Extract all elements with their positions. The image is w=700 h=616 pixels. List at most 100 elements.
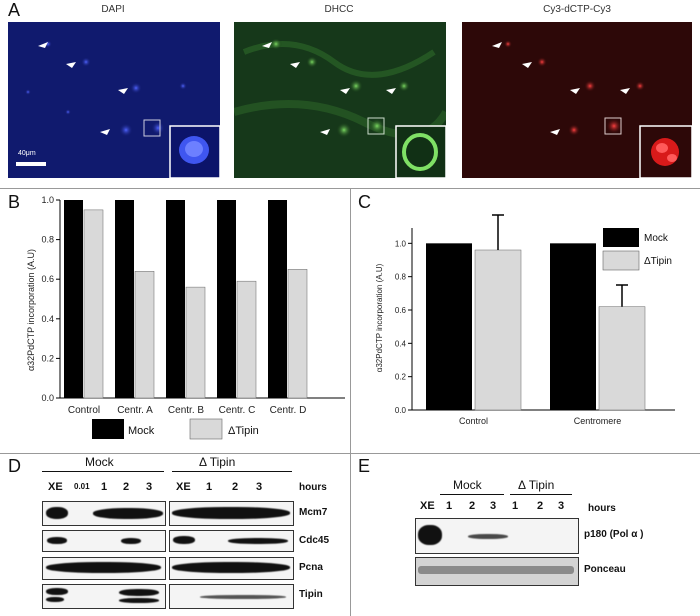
blot-cdc45-mock	[42, 530, 166, 552]
panel-c-ytick-label: 0.6	[395, 306, 407, 315]
panel-b-ytick-label: 0.8	[41, 235, 54, 245]
panel-c-bar-tipin	[474, 249, 522, 411]
arrowhead-icon	[550, 129, 560, 135]
lane-1: 1	[446, 500, 453, 512]
panel-b-bar-mock	[217, 200, 236, 398]
blot-pcna-mock	[42, 557, 166, 580]
panel-b-bar-tipin	[287, 269, 308, 399]
panel-c-bar-mock	[550, 243, 596, 410]
mock-group-line	[42, 471, 164, 472]
legend-tipin-label: ΔTipin	[644, 256, 672, 267]
panel-b-bar-tipin	[134, 271, 155, 399]
panel-d-mock-group: Mock	[85, 455, 114, 469]
panel-c-bar-tipin	[598, 306, 646, 411]
scale-bar-label: 40μm	[18, 150, 36, 157]
arrowhead-icon	[522, 62, 532, 68]
lane-2: 2	[469, 500, 476, 512]
panel-b-chart: α32PdCTP incorporation (A.U) 0.0 0.2 0.4 0.…	[26, 195, 345, 440]
blot-mcm7-mock	[42, 501, 166, 526]
cy3-title: Cy3-dCTP-Cy3	[543, 4, 611, 15]
hours-label: hours	[299, 482, 327, 493]
panel-b-category-label: Centr. A	[117, 405, 153, 416]
lane-3: 3	[490, 500, 497, 512]
blot-ponceau	[415, 557, 579, 586]
lane-0-01: 0.01	[74, 482, 90, 491]
row-tipin: Tipin	[299, 589, 323, 600]
panel-c-ytick-label: 0.0	[395, 406, 407, 415]
legend-mock-swatch	[603, 228, 639, 247]
hours-label: hours	[588, 503, 616, 514]
panel-e-tipin-group: Δ Tipin	[518, 478, 555, 492]
panel-b-bar-mock	[166, 200, 185, 398]
tipin-group-line	[510, 494, 572, 495]
arrowhead-icon	[340, 88, 350, 94]
lane-1-tipin: 1	[206, 481, 213, 493]
legend-mock-label: Mock	[644, 233, 669, 244]
arrowhead-icon	[38, 42, 48, 48]
panel-d-label: D	[8, 456, 21, 476]
mock-group-line	[440, 494, 504, 495]
row-ponceau: Ponceau	[584, 564, 626, 575]
dapi-micrograph: 40μm	[8, 22, 220, 178]
arrowhead-icon	[118, 88, 128, 94]
lane-xe-tipin: XE	[176, 481, 191, 493]
panel-b-ytick-label: 0.0	[41, 393, 54, 403]
blot-mcm7-tipin	[169, 501, 294, 526]
panel-c-ylabel: α32PdCTP incorporation (A.U)	[375, 263, 384, 372]
row-pcna: Pcna	[299, 562, 323, 573]
row-p180: p180 (Pol α )	[584, 529, 644, 540]
panel-c-ytick-label: 0.4	[395, 339, 407, 348]
panel-b-bar-tipin	[236, 280, 257, 399]
lane-3-tipin: 3	[558, 500, 565, 512]
arrowhead-icon	[620, 88, 630, 94]
panel-b-bar-tipin	[185, 286, 206, 399]
arrowhead-icon	[66, 62, 76, 68]
panel-b-category-label: Centr. C	[219, 405, 256, 416]
dhcc-micrograph	[234, 22, 446, 178]
arrowhead-icon	[100, 129, 110, 135]
panel-b-bar-mock	[64, 200, 83, 398]
panel-d-tipin-group: Δ Tipin	[199, 455, 236, 469]
panel-b-ytick-label: 1.0	[41, 195, 54, 205]
panel-e-label: E	[358, 456, 371, 476]
divider-de	[350, 453, 351, 616]
arrowhead-icon	[386, 88, 396, 94]
panel-b-category-label: Centr. B	[168, 405, 204, 416]
blot-pcna-tipin	[169, 557, 294, 580]
row-mcm7: Mcm7	[299, 507, 328, 518]
panel-c-category-label: Control	[459, 416, 488, 426]
blot-tipin-tipin	[169, 584, 294, 609]
lane-2-tipin: 2	[232, 481, 239, 493]
panel-b-category-label: Control	[68, 405, 100, 416]
panel-c-chart: α32PdCTP incorporation (A.U) 0.0 0.2 0.4 0.…	[375, 214, 675, 426]
lane-3: 3	[146, 481, 153, 493]
arrowhead-icon	[290, 62, 300, 68]
row-cdc45: Cdc45	[299, 535, 330, 546]
panel-c-ytick-label: 0.2	[395, 373, 407, 382]
legend-tipin-swatch	[602, 250, 640, 271]
lane-xe: XE	[420, 500, 435, 512]
dhcc-title: DHCC	[324, 4, 354, 15]
panel-b-ylabel: α32PdCTP incorporation (A.U)	[26, 249, 36, 371]
panel-b-label: B	[8, 192, 21, 212]
lane-xe: XE	[48, 481, 63, 493]
legend-mock-label: Mock	[128, 425, 155, 437]
panel-e-mock-group: Mock	[453, 478, 482, 492]
blot-cdc45-tipin	[169, 530, 294, 552]
arrowhead-icon	[570, 88, 580, 94]
panel-b-bar-tipin	[83, 209, 104, 399]
lane-3-tipin: 3	[256, 481, 263, 493]
lane-1-tipin: 1	[512, 500, 519, 512]
panel-b-category-label: Centr. D	[270, 405, 307, 416]
panel-b-ytick-label: 0.2	[41, 353, 54, 363]
panel-b-bar-mock	[268, 200, 287, 398]
lane-2-tipin: 2	[537, 500, 544, 512]
blot-tipin-mock	[42, 584, 166, 609]
arrowhead-icon	[262, 42, 272, 48]
panel-b-ytick-label: 0.4	[41, 314, 54, 324]
panel-c-category-label: Centromere	[574, 416, 622, 426]
panel-c-label: C	[358, 192, 371, 212]
divider-mid-vertical	[350, 188, 351, 453]
legend-mock-swatch	[92, 419, 124, 439]
dapi-title: DAPI	[101, 4, 125, 15]
